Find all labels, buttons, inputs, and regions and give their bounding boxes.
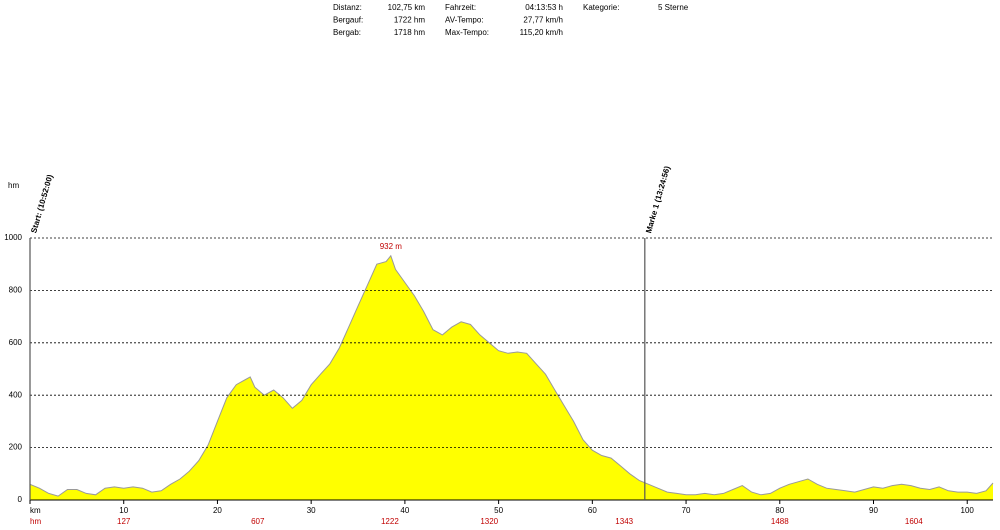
hm-row-label: hm <box>30 517 41 526</box>
hm-value: 1343 <box>615 517 633 526</box>
x-tick-label: 70 <box>682 506 691 515</box>
x-tick-label: 90 <box>869 506 878 515</box>
peak-label: 932 m <box>380 242 403 251</box>
x-tick-label: 40 <box>400 506 409 515</box>
x-tick-label: 50 <box>494 506 503 515</box>
x-tick-label: 100 <box>961 506 975 515</box>
stat-value: 5 Sterne <box>658 3 689 12</box>
y-tick-label: 1000 <box>4 233 22 242</box>
stat-label: Fahrzeit: <box>445 3 476 12</box>
stat-label: AV-Tempo: <box>445 16 484 25</box>
stat-value: 27,77 km/h <box>523 16 563 25</box>
x-tick-label: 10 <box>119 506 128 515</box>
marker-label: Marke 1 (13:24:56) <box>644 165 672 234</box>
hm-value: 1320 <box>480 517 498 526</box>
elevation-area <box>30 255 993 500</box>
y-axis-label: hm <box>8 181 19 190</box>
hm-value: 607 <box>251 517 265 526</box>
y-tick-label: 0 <box>18 495 23 504</box>
marker-label: Start: (10:52:00) <box>29 173 54 234</box>
y-tick-label: 600 <box>9 338 23 347</box>
stat-value: 1718 hm <box>394 28 425 37</box>
hm-value: 1488 <box>771 517 789 526</box>
stat-label: Max-Tempo: <box>445 28 489 37</box>
y-tick-label: 800 <box>9 286 23 295</box>
hm-value: 1222 <box>381 517 399 526</box>
stat-value: 1722 hm <box>394 16 425 25</box>
stat-label: Bergab: <box>333 28 361 37</box>
stat-label: Kategorie: <box>583 3 619 12</box>
x-tick-label: km <box>30 506 41 515</box>
stat-value: 04:13:53 h <box>525 3 563 12</box>
stat-label: Distanz: <box>333 3 362 12</box>
elevation-line <box>29 254 994 497</box>
stat-value: 102,75 km <box>388 3 426 12</box>
x-tick-label: 60 <box>588 506 597 515</box>
hm-value: 127 <box>117 517 131 526</box>
x-tick-label: 80 <box>775 506 784 515</box>
stat-label: Bergauf: <box>333 16 363 25</box>
y-tick-label: 200 <box>9 443 23 452</box>
x-tick-label: 30 <box>307 506 316 515</box>
x-tick-label: 20 <box>213 506 222 515</box>
hm-value: 1604 <box>905 517 923 526</box>
y-tick-label: 400 <box>9 390 23 399</box>
stat-value: 115,20 km/h <box>520 28 563 37</box>
